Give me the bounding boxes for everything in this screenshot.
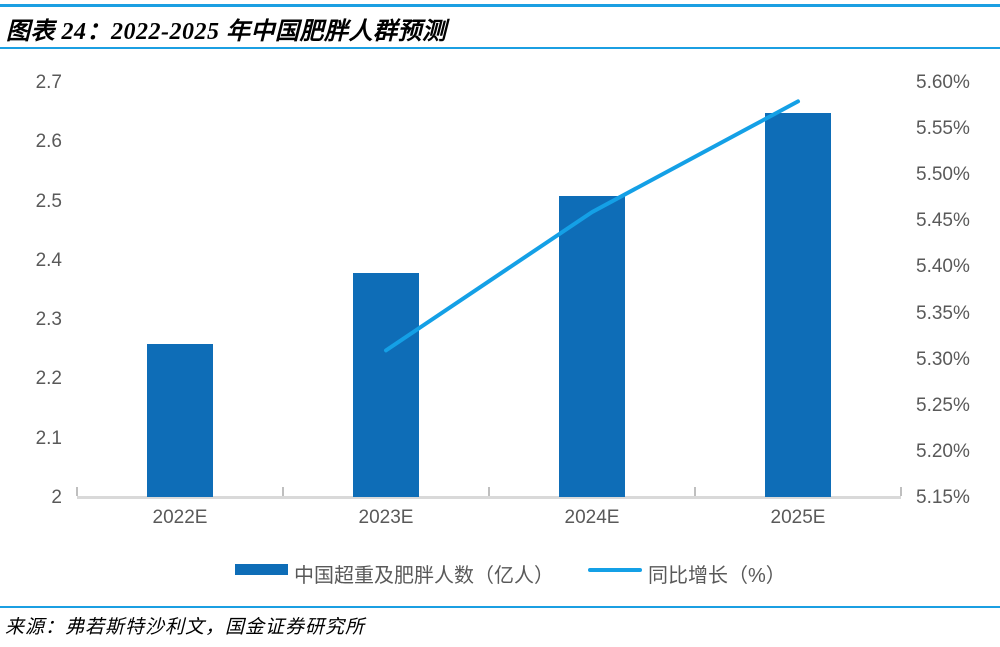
legend-line-swatch [588,568,642,572]
y-axis-right-tick-label: 5.55% [916,118,970,140]
growth-line-svg [384,99,800,353]
y-axis-left-tick-label: 2.2 [35,368,62,390]
chart-area: 2.7 2.6 2.5 2.4 2.3 2.2 2.1 2 5.60% 5.55% 5.50% 5.… [0,55,1000,600]
y-axis-right-tick-label: 5.35% [916,302,970,324]
title-underline-rule [0,47,1000,49]
legend-bar-swatch [235,564,288,575]
source-divider-rule [0,606,1000,608]
y-axis-right-tick-label: 5.50% [916,164,970,186]
source-note: 来源：弗若斯特沙利文，国金证券研究所 [5,617,366,638]
bar-2025E [765,112,831,497]
top-rule [0,4,1000,7]
growth-line [384,99,800,353]
legend-bar-label: 中国超重及肥胖人数（亿人） [294,565,554,587]
y-axis-right-tick-label: 5.45% [916,210,970,232]
x-axis-tick [900,487,902,496]
x-axis-tick [488,487,490,496]
x-axis-label-2025E: 2025E [770,507,826,528]
y-axis-right-tick-label: 5.25% [916,394,970,416]
x-axis-label-2024E: 2024E [564,507,620,528]
y-axis-left-tick-label: 2.5 [35,190,62,212]
bar-2024E [559,195,625,497]
y-axis-left-tick-label: 2.6 [35,131,62,153]
x-axis-label-2022E: 2022E [152,507,208,528]
y-axis-right-tick-label: 5.20% [916,440,970,462]
x-axis-label-2023E: 2023E [358,507,414,528]
legend: 中国超重及肥胖人数（亿人） 同比增长（%） [0,558,1000,588]
legend-line-label: 同比增长（%） [648,565,786,587]
y-axis-left-tick-label: 2.4 [35,249,62,271]
bar-2022E [147,343,213,497]
x-axis-tick [282,487,284,496]
y-axis-left-tick-label: 2 [51,487,62,508]
y-axis-left-tick-label: 2.3 [35,309,62,331]
y-axis-right-tick-label: 5.60% [916,72,970,93]
y-axis-right-tick-label: 5.40% [916,256,970,278]
x-axis-line [77,496,901,499]
x-axis-tick [694,487,696,496]
y-axis-left-tick-label: 2.7 [35,72,62,93]
y-axis-right-tick-label: 5.15% [916,487,970,508]
figure-title: 图表 24：2022-2025 年中国肥胖人群预测 [6,19,447,45]
y-axis-left-tick-label: 2.1 [35,427,62,449]
y-axis-right-tick-label: 5.30% [916,348,970,370]
bar-2023E [353,272,419,497]
x-axis-tick [76,487,78,496]
